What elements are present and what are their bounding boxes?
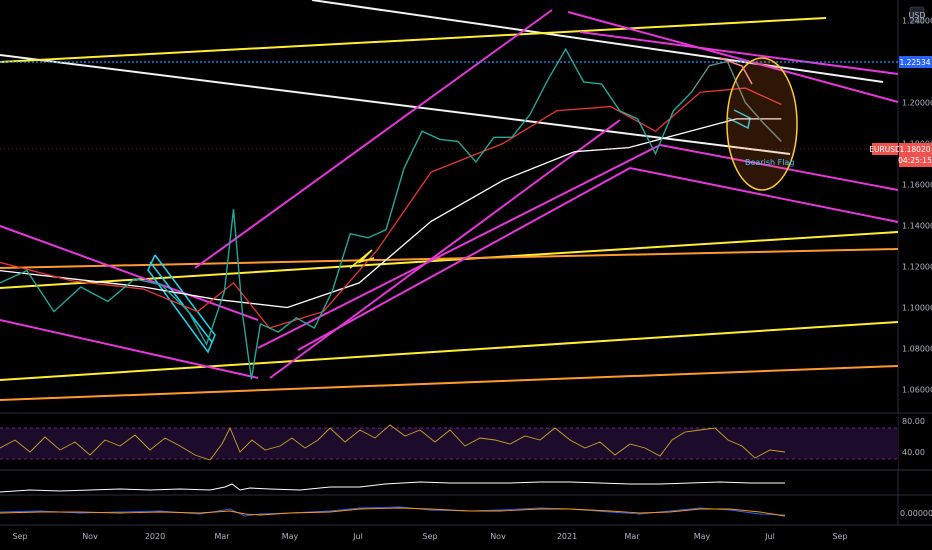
time-tick-11: Jul: [764, 532, 775, 541]
symbol-tag: [872, 143, 898, 155]
countdown-text: 04:25:15: [898, 156, 932, 165]
price-line: [0, 47, 782, 380]
price-tick-4: 1.16000: [902, 181, 932, 190]
magenta-channels: [0, 9, 899, 379]
ma-fast-line: [0, 87, 782, 329]
price-tick-7: 1.10000: [902, 304, 932, 313]
yellow-arrow: [349, 249, 375, 269]
white-trendline-top: [311, 0, 884, 83]
volatility-line: [0, 481, 785, 493]
price-line-down: [691, 61, 782, 142]
macd-level: 0.00000: [900, 509, 932, 518]
level-marker-text: 1.22534: [899, 58, 930, 67]
time-tick-0: Sep: [12, 532, 27, 541]
ma-slow-line: [0, 118, 782, 309]
rsi-line: [0, 424, 786, 461]
currency-label-box: [909, 6, 925, 24]
highlight-ellipse: [726, 57, 798, 191]
price-tick-0: 1.24000: [902, 17, 932, 26]
time-tick-5: Jul: [352, 532, 363, 541]
time-tick-10: May: [694, 532, 711, 541]
time-tick-7: Nov: [490, 532, 506, 541]
time-tick-12: Sep: [832, 532, 847, 541]
rsi-band: [0, 428, 898, 459]
price-tick-6: 1.12000: [902, 263, 932, 272]
time-tick-2: 2020: [145, 532, 165, 541]
currency-label: USD: [908, 11, 925, 20]
last-price-tag: [899, 143, 932, 167]
orange-line-2: [0, 365, 899, 401]
main-pane: [0, 0, 898, 410]
price-tick-5: 1.14000: [902, 222, 932, 231]
price-axis: [898, 0, 932, 525]
level-marker-tag: [899, 56, 932, 68]
signal-line: [0, 507, 786, 517]
rsi-level-low: 40.00: [902, 448, 925, 457]
yellow-line-3: [0, 321, 899, 381]
yellow-line-2: [0, 231, 899, 289]
white-trendline-mid: [0, 54, 791, 155]
yellow-line-1: [0, 17, 827, 63]
time-tick-labels: Sep Nov 2020 Mar May Jul Sep Nov 2021 Mar May Jul Se…: [12, 532, 847, 541]
annotation-label: Bearish Flag: [745, 158, 794, 167]
price-tick-9: 1.06000: [902, 386, 932, 395]
macd-line: [0, 506, 786, 517]
time-tick-8: 2021: [557, 532, 577, 541]
price-tick-8: 1.08000: [902, 345, 932, 354]
price-tick-2: 1.20000: [902, 99, 932, 108]
time-tick-6: Sep: [422, 532, 437, 541]
symbol-text: EURUSD: [869, 145, 901, 154]
time-tick-9: Mar: [624, 532, 640, 541]
time-tick-4: May: [282, 532, 299, 541]
flag-arrow: [719, 57, 753, 85]
rsi-level-high: 80.00: [902, 417, 925, 426]
time-tick-1: Nov: [82, 532, 98, 541]
last-price-text: 1.18020: [899, 145, 930, 154]
time-tick-3: Mar: [214, 532, 230, 541]
cyan-pattern: [147, 109, 751, 354]
